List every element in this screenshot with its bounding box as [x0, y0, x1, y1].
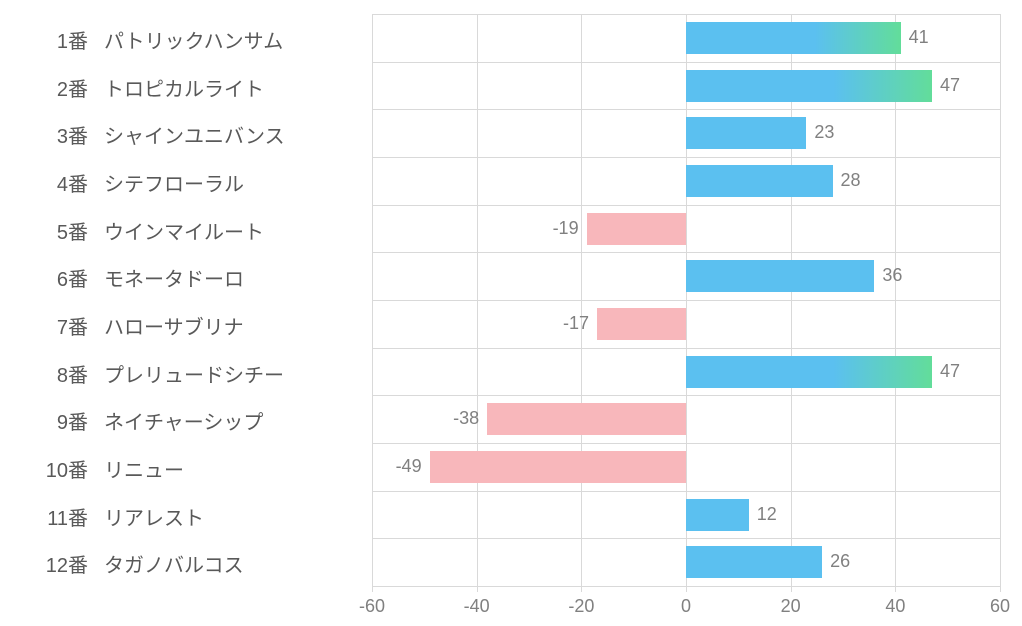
row-divider [372, 62, 1000, 63]
row-divider [372, 443, 1000, 444]
value-label: 12 [757, 504, 777, 525]
x-tick-label: 0 [681, 596, 691, 617]
x-tick [1000, 586, 1001, 592]
y-label-number: 5番 [28, 216, 88, 245]
y-label-name: タガノバルコス [104, 549, 244, 578]
bar [686, 117, 806, 149]
row-divider [372, 348, 1000, 349]
x-tick-label: 40 [885, 596, 905, 617]
row-divider [372, 395, 1000, 396]
value-label: 28 [841, 170, 861, 191]
bar [686, 70, 932, 102]
x-axis-line [372, 586, 1000, 587]
y-label-number: 8番 [28, 359, 88, 388]
row-divider [372, 109, 1000, 110]
y-label-number: 2番 [28, 73, 88, 102]
y-label-name: リニュー [104, 454, 184, 483]
bar [587, 213, 686, 245]
y-label-name: ウインマイルート [104, 216, 264, 245]
y-label-name: パトリックハンサム [104, 25, 283, 54]
y-label-number: 1番 [28, 25, 88, 54]
y-label-name: シテフローラル [104, 168, 244, 197]
y-label-name: リアレスト [104, 502, 204, 531]
x-tick-label: 60 [990, 596, 1010, 617]
plot-area: -60-40-20020406041472328-1936-1747-38-49… [372, 14, 1000, 586]
row-divider [372, 538, 1000, 539]
y-label-name: ハローサブリナ [104, 311, 244, 340]
y-label-number: 7番 [28, 311, 88, 340]
y-label-number: 10番 [28, 454, 88, 483]
y-label-number: 4番 [28, 168, 88, 197]
plot-top-line [372, 14, 1000, 15]
value-label: -19 [553, 218, 579, 239]
row-divider [372, 491, 1000, 492]
bar [686, 22, 901, 54]
bar [487, 403, 686, 435]
x-tick-label: 20 [781, 596, 801, 617]
bar [686, 165, 833, 197]
y-label-number: 12番 [28, 549, 88, 578]
value-label: 47 [940, 361, 960, 382]
bar [597, 308, 686, 340]
value-label: 23 [814, 122, 834, 143]
row-divider [372, 252, 1000, 253]
x-tick-label: -60 [359, 596, 385, 617]
bar [430, 451, 686, 483]
value-label: -17 [563, 313, 589, 334]
diverging-bar-chart: -60 -40 -20 0 20 40 60 41 47 23 28 -19 36 -17 47 -38 -49… [0, 0, 1022, 626]
row-divider [372, 157, 1000, 158]
x-tick-label: -20 [568, 596, 594, 617]
bar [686, 546, 822, 578]
value-label: 47 [940, 75, 960, 96]
y-label-number: 6番 [28, 263, 88, 292]
y-label-number: 11番 [28, 502, 88, 531]
row-divider [372, 300, 1000, 301]
bar [686, 356, 932, 388]
value-label: 36 [882, 265, 902, 286]
y-label-number: 9番 [28, 406, 88, 435]
y-label-name: トロピカルライト [104, 73, 264, 102]
gridline [1000, 14, 1001, 586]
y-label-name: モネータドーロ [104, 263, 244, 292]
y-label-name: ネイチャーシップ [104, 406, 263, 435]
x-tick-label: -40 [464, 596, 490, 617]
y-label-name: プレリュードシチー [104, 359, 284, 388]
value-label: -38 [453, 408, 479, 429]
bar [686, 499, 749, 531]
value-label: 41 [909, 27, 929, 48]
y-label-name: シャインユニバンス [104, 120, 285, 149]
value-label: 26 [830, 551, 850, 572]
bar [686, 260, 874, 292]
row-divider [372, 205, 1000, 206]
y-label-number: 3番 [28, 120, 88, 149]
value-label: -49 [396, 456, 422, 477]
